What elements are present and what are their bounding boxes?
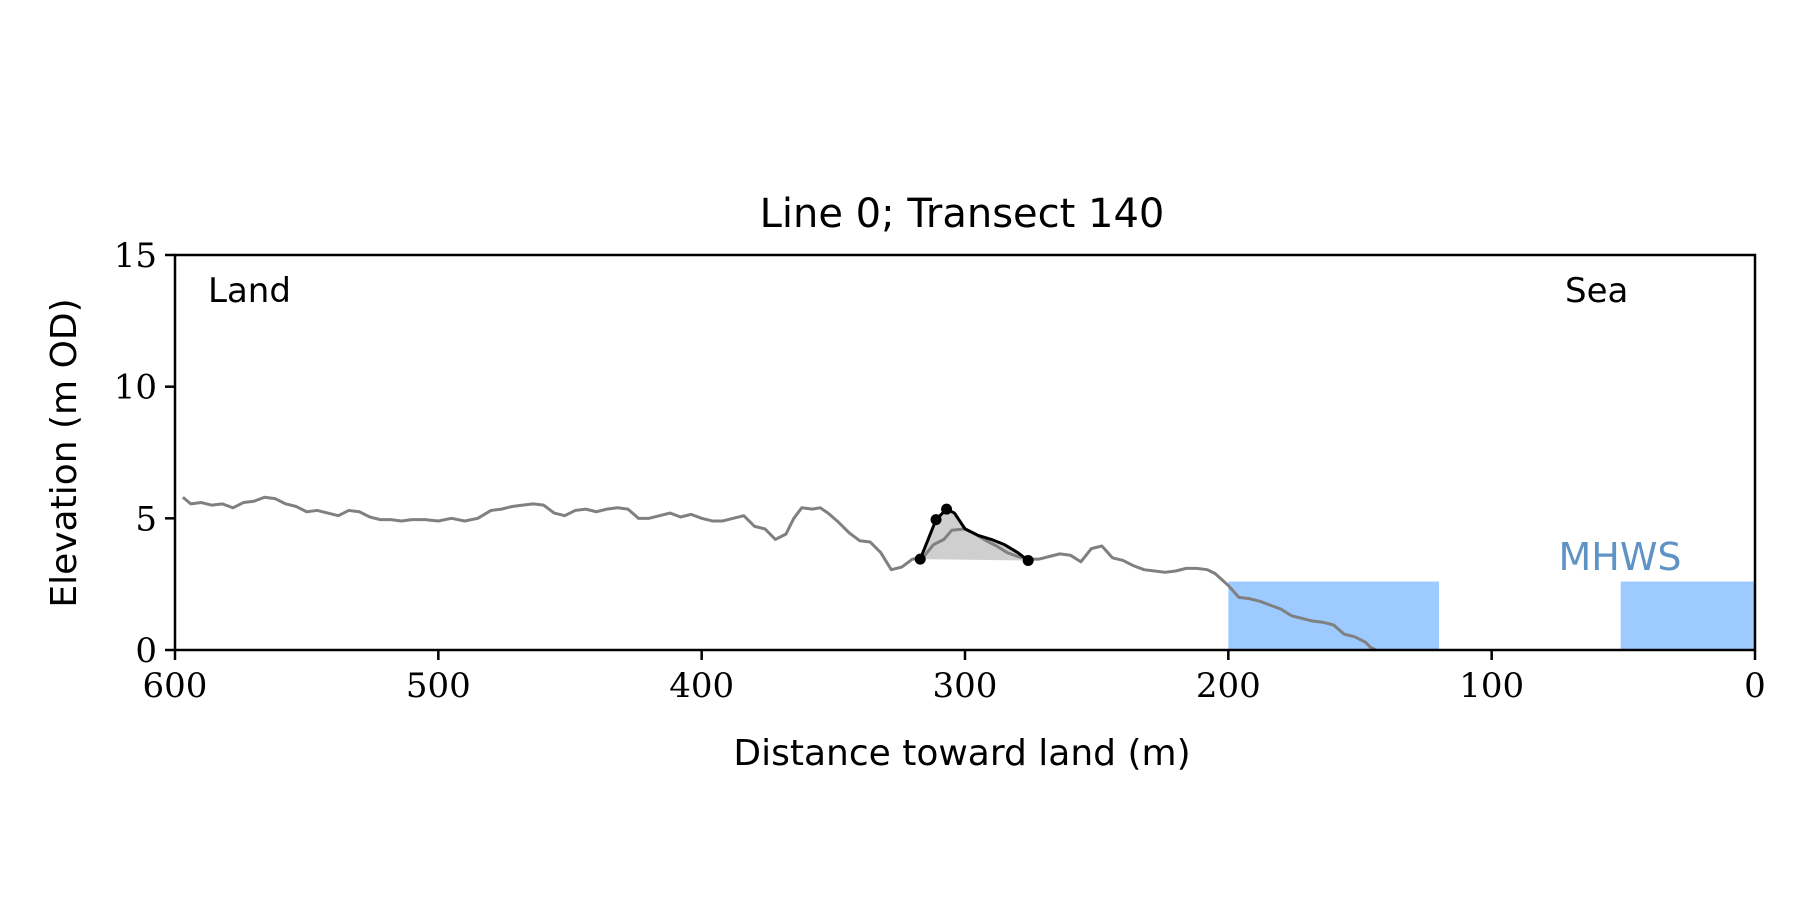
- dune-outline: [918, 507, 1030, 562]
- dune-heel-point: [1022, 554, 1034, 566]
- axes-frame: [173, 253, 1757, 652]
- y-axis-label: Elevation (m OD): [44, 298, 85, 607]
- dune-point: [930, 514, 942, 526]
- plot-area: [181, 495, 1755, 652]
- chart-title: Line 0; Transect 140: [760, 191, 1165, 237]
- x-tick-label: 600: [143, 666, 208, 706]
- dune-crest-point: [941, 503, 953, 515]
- x-tick-label: 200: [1196, 666, 1261, 706]
- y-tick-label: 0: [135, 631, 157, 671]
- sea-annotation: Sea: [1565, 271, 1628, 311]
- x-tick-label: 0: [1744, 666, 1766, 706]
- x-tick-label: 400: [669, 666, 734, 706]
- land-annotation: Land: [208, 271, 291, 311]
- y-axis-ticks: 0 5 10 15: [114, 236, 175, 671]
- mhws-annotation: MHWS: [1558, 535, 1681, 579]
- y-tick-label: 10: [114, 368, 157, 408]
- x-tick-label: 500: [406, 666, 471, 706]
- x-axis-ticks: 600 500 400 300 200 100 0: [143, 650, 1766, 706]
- y-tick-label: 5: [135, 499, 157, 539]
- x-tick-label: 300: [933, 666, 998, 706]
- dune-toe-point: [914, 553, 926, 565]
- mhws-water-region: [1620, 581, 1755, 650]
- mhws-water-region: [1228, 581, 1439, 650]
- y-tick-label: 15: [114, 236, 157, 276]
- x-axis-label: Distance toward land (m): [733, 733, 1190, 774]
- terrain-profile-line: [181, 495, 1377, 652]
- x-tick-label: 100: [1459, 666, 1524, 706]
